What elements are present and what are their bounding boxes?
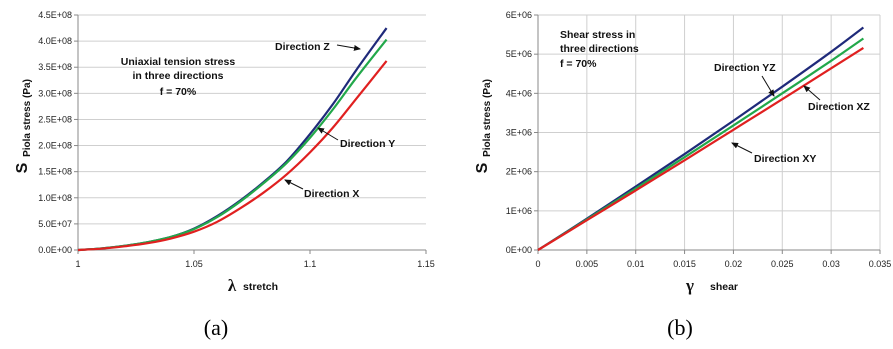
chart-b-caption: (b) <box>667 315 693 340</box>
chart-b-y-tick-label: 4E+06 <box>506 88 532 98</box>
chart-a-annotation-y-arrow <box>317 127 339 141</box>
chart-b-annotation-xy: Direction XY <box>754 153 816 165</box>
chart-a-y-tick-label: 5.0E+07 <box>38 219 72 229</box>
chart-b-xlabel-symbol: γ <box>685 276 694 295</box>
chart-b-ylabel: Piola stress (Pa) <box>482 79 493 157</box>
chart-a-ylabel: Piola stress (Pa) <box>22 79 33 157</box>
chart-b: 0E+00 1E+06 2E+06 3E+06 4E+06 5E+06 6E+06 0 0.0… <box>474 10 891 340</box>
chart-a-x-tick-label: 1.05 <box>185 259 203 269</box>
chart-b-ylabel-symbol: S <box>474 162 491 173</box>
chart-a-x-tick-labels: 1 1.05 1.1 1.15 <box>75 259 434 269</box>
chart-b-series <box>537 26 865 251</box>
chart-a-xlabel: stretch <box>243 281 278 293</box>
chart-a-caption: (a) <box>204 315 228 340</box>
chart-b-xlabel: shear <box>710 281 738 293</box>
chart-b-annotation-xz: Direction XZ <box>808 101 870 113</box>
chart-b-annotation-yz-arrow <box>761 75 775 97</box>
chart-a-annotation-x: Direction X <box>304 188 359 200</box>
chart-b-x-tick-label: 0.025 <box>771 259 794 269</box>
chart-a-note-line-3: f = 70% <box>160 86 197 98</box>
chart-a-series-direction-x <box>77 60 388 252</box>
chart-b-y-tick-label: 0E+00 <box>506 245 532 255</box>
chart-a-x-tick-label: 1 <box>75 259 80 269</box>
chart-b-y-tick-labels: 0E+00 1E+06 2E+06 3E+06 4E+06 5E+06 6E+06 <box>506 10 532 255</box>
chart-b-note-line-1: Shear stress in <box>560 29 635 41</box>
chart-b-note-line-2: three directions <box>560 43 639 55</box>
chart-b-y-tick-label: 6E+06 <box>506 10 532 20</box>
chart-a-x-tick-label: 1.15 <box>417 259 435 269</box>
chart-b-annotation-xz-arrow <box>803 85 821 101</box>
chart-b-y-tick-label: 1E+06 <box>506 206 532 216</box>
chart-b-x-tick-label: 0.03 <box>822 259 840 269</box>
chart-b-x-tick-label: 0.01 <box>627 259 645 269</box>
chart-a-xlabel-symbol: λ <box>228 276 237 295</box>
chart-a-annotation-x-arrow <box>284 179 304 190</box>
chart-a-y-tick-label: 3.0E+08 <box>38 88 72 98</box>
chart-a: 0.0E+00 5.0E+07 1.0E+08 1.5E+08 2.0E+08 2.5E+… <box>14 10 435 340</box>
chart-a-y-tick-label: 3.5E+08 <box>38 62 72 72</box>
chart-a-y-tick-labels: 0.0E+00 5.0E+07 1.0E+08 1.5E+08 2.0E+08 2.5E+… <box>38 10 72 255</box>
chart-a-y-tick-label: 2.0E+08 <box>38 141 72 151</box>
chart-a-y-tick-label: 2.5E+08 <box>38 114 72 124</box>
chart-a-y-tick-label: 1.0E+08 <box>38 193 72 203</box>
chart-a-axes <box>74 14 427 254</box>
chart-a-y-tick-label: 1.5E+08 <box>38 167 72 177</box>
chart-b-x-tick-label: 0.005 <box>576 259 599 269</box>
chart-a-x-tick-label: 1.1 <box>304 259 317 269</box>
chart-b-note-line-3: f = 70% <box>560 58 597 70</box>
chart-b-y-tick-label: 5E+06 <box>506 49 532 59</box>
chart-b-x-tick-label: 0 <box>535 259 540 269</box>
chart-b-annotation-xy-arrow <box>731 142 753 154</box>
chart-b-x-tick-labels: 0 0.005 0.01 0.015 0.02 0.025 0.03 0.035 <box>535 259 891 269</box>
chart-b-annotation-yz: Direction YZ <box>714 62 776 74</box>
chart-a-note-line-1: Uniaxial tension stress <box>121 56 236 68</box>
chart-a-series <box>77 27 388 252</box>
chart-b-x-tick-label: 0.015 <box>673 259 696 269</box>
chart-a-y-tick-label: 4.0E+08 <box>38 36 72 46</box>
chart-b-x-tick-label: 0.02 <box>725 259 743 269</box>
chart-a-note-line-2: in three directions <box>132 70 223 82</box>
chart-b-x-tick-label: 0.035 <box>869 259 892 269</box>
chart-a-annotation-z-arrow <box>336 44 361 51</box>
chart-a-ylabel-symbol: S <box>14 162 31 173</box>
chart-b-y-tick-label: 3E+06 <box>506 128 532 138</box>
chart-a-y-tick-label: 4.5E+08 <box>38 10 72 20</box>
chart-a-gridlines <box>78 14 426 251</box>
chart-b-y-tick-label: 2E+06 <box>506 167 532 177</box>
chart-a-annotation-z: Direction Z <box>275 41 330 53</box>
chart-a-annotation-y: Direction Y <box>340 138 395 150</box>
chart-b-series-direction-xy <box>537 46 864 251</box>
chart-b-axes <box>534 14 881 254</box>
chart-a-y-tick-label: 0.0E+00 <box>38 245 72 255</box>
